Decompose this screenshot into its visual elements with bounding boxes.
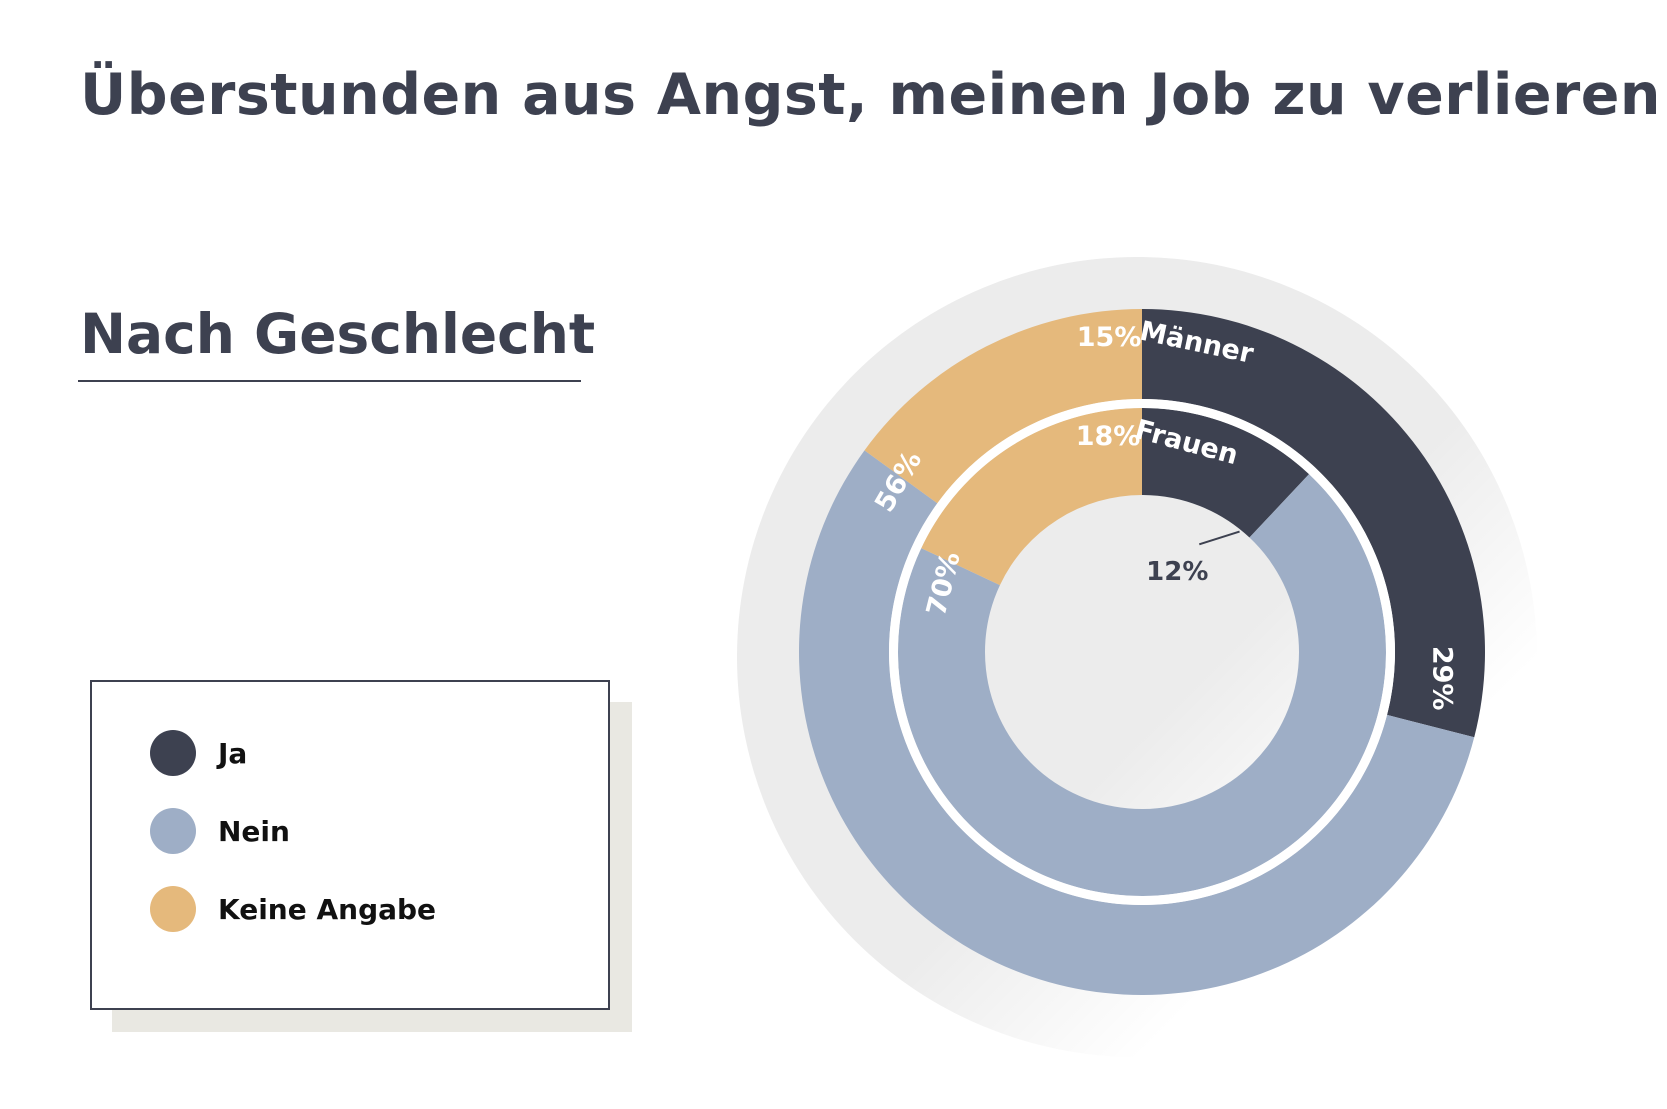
chart-value-labels: 29%56%15%12%70%18%	[869, 322, 1457, 710]
slice-outer-keine-angabe	[864, 309, 1142, 504]
legend: Ja Nein Keine Angabe	[90, 680, 610, 1010]
chart-rings	[799, 309, 1485, 995]
slice-inner-keine-angabe	[921, 408, 1142, 586]
slice-inner-ja	[1142, 408, 1310, 538]
section-subtitle: Nach Geschlecht	[80, 302, 596, 366]
legend-item-keine-angabe: Keine Angabe	[150, 886, 436, 932]
value-label-inner-keine-angabe: 18%	[1076, 421, 1141, 452]
value-label-inner-ja: 12%	[1146, 557, 1208, 587]
legend-item-ja: Ja	[150, 730, 247, 776]
legend-swatch-ja	[150, 730, 196, 776]
slice-outer-nein	[799, 450, 1475, 995]
value-label-outer-ja: 29%	[1426, 646, 1457, 711]
legend-swatch-nein	[150, 808, 196, 854]
legend-label-keine-angabe: Keine Angabe	[218, 892, 437, 926]
slice-outer-ja	[1142, 309, 1485, 738]
chart-title: Überstunden aus Angst, meinen Job zu ver…	[80, 62, 1661, 128]
subtitle-underline	[78, 380, 581, 382]
legend-swatch-keine-angabe	[150, 886, 196, 932]
leader-line-frauen-ja	[1198, 530, 1240, 546]
legend-label-nein: Nein	[218, 814, 290, 848]
legend-label-ja: Ja	[218, 736, 248, 770]
legend-item-nein: Nein	[150, 808, 290, 854]
slice-inner-nein	[897, 474, 1386, 896]
value-label-outer-keine-angabe: 15%	[1077, 322, 1142, 353]
